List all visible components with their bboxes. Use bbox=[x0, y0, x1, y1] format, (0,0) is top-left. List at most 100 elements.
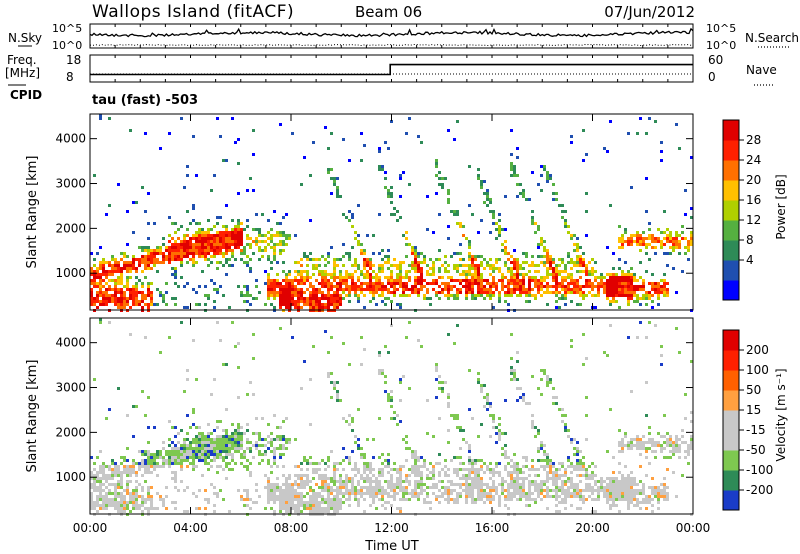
velocity-cell bbox=[198, 426, 201, 429]
power-cell bbox=[633, 288, 636, 291]
power-cell bbox=[381, 249, 384, 252]
power-cell bbox=[486, 288, 489, 291]
velocity-cell bbox=[354, 495, 357, 498]
velocity-cell bbox=[243, 432, 246, 435]
power-cell bbox=[189, 240, 192, 243]
power-cell bbox=[93, 297, 96, 300]
power-cell bbox=[642, 237, 645, 240]
velocity-cell bbox=[342, 486, 345, 489]
velocity-cell bbox=[492, 486, 495, 489]
power-cell bbox=[120, 306, 123, 309]
velocity-cell bbox=[345, 456, 348, 459]
velocity-cell bbox=[297, 483, 300, 486]
velocity-cell bbox=[144, 465, 147, 468]
velocity-cell bbox=[189, 426, 192, 429]
velocity-cell bbox=[300, 510, 303, 513]
velocity-cell bbox=[645, 381, 648, 384]
power-cell bbox=[231, 231, 234, 234]
power-cell bbox=[450, 288, 453, 291]
power-cell bbox=[363, 264, 366, 267]
velocity-cell bbox=[183, 441, 186, 444]
power-cell bbox=[144, 132, 147, 135]
power-cell bbox=[276, 294, 279, 297]
velocity-cell bbox=[660, 483, 663, 486]
power-colorbar-tick-label: 4 bbox=[746, 253, 754, 267]
velocity-cell bbox=[147, 486, 150, 489]
power-cell bbox=[213, 174, 216, 177]
power-cell bbox=[552, 261, 555, 264]
power-cell bbox=[309, 300, 312, 303]
velocity-colorbar-tick-label: 15 bbox=[746, 403, 761, 417]
power-cell bbox=[456, 288, 459, 291]
velocity-cell bbox=[204, 441, 207, 444]
velocity-cell bbox=[258, 435, 261, 438]
velocity-cell bbox=[99, 468, 102, 471]
power-cell bbox=[540, 189, 543, 192]
velocity-cell bbox=[348, 477, 351, 480]
power-cell bbox=[312, 285, 315, 288]
power-cell bbox=[159, 294, 162, 297]
power-cell bbox=[336, 192, 339, 195]
velocity-cell bbox=[387, 501, 390, 504]
velocity-cell bbox=[171, 501, 174, 504]
power-cell bbox=[174, 240, 177, 243]
velocity-cell bbox=[645, 495, 648, 498]
velocity-cell bbox=[447, 402, 450, 405]
velocity-cell bbox=[486, 393, 489, 396]
velocity-cell bbox=[138, 507, 141, 510]
velocity-cell bbox=[168, 438, 171, 441]
velocity-cell bbox=[114, 468, 117, 471]
power-cell bbox=[558, 204, 561, 207]
power-cell bbox=[264, 234, 267, 237]
velocity-cell bbox=[300, 480, 303, 483]
velocity-cell bbox=[291, 504, 294, 507]
power-cell bbox=[663, 285, 666, 288]
power-cell bbox=[633, 234, 636, 237]
power-cell bbox=[300, 258, 303, 261]
power-cell bbox=[402, 288, 405, 291]
velocity-cell bbox=[675, 327, 678, 330]
velocity-cell bbox=[114, 501, 117, 504]
power-cell bbox=[183, 234, 186, 237]
power-cell bbox=[654, 246, 657, 249]
power-cell bbox=[432, 270, 435, 273]
velocity-cell bbox=[144, 453, 147, 456]
velocity-cell bbox=[519, 498, 522, 501]
power-cell bbox=[351, 282, 354, 285]
velocity-cell bbox=[384, 507, 387, 510]
power-cell bbox=[666, 264, 669, 267]
power-cell bbox=[219, 237, 222, 240]
power-cell bbox=[249, 258, 252, 261]
velocity-cell bbox=[384, 375, 387, 378]
velocity-cell bbox=[336, 396, 339, 399]
power-cell bbox=[375, 276, 378, 279]
velocity-cell bbox=[207, 498, 210, 501]
velocity-cell bbox=[621, 492, 624, 495]
power-cell bbox=[150, 303, 153, 306]
power-cell bbox=[282, 288, 285, 291]
velocity-cell bbox=[582, 495, 585, 498]
power-cell bbox=[687, 249, 690, 252]
power-cell bbox=[558, 282, 561, 285]
power-cell bbox=[423, 285, 426, 288]
power-cell bbox=[186, 282, 189, 285]
velocity-cell bbox=[288, 495, 291, 498]
power-cell bbox=[201, 228, 204, 231]
velocity-cell bbox=[279, 456, 282, 459]
velocity-cell bbox=[225, 453, 228, 456]
velocity-cell bbox=[417, 483, 420, 486]
power-cell bbox=[453, 210, 456, 213]
velocity-cell bbox=[498, 504, 501, 507]
velocity-cell bbox=[273, 453, 276, 456]
power-cell bbox=[147, 222, 150, 225]
power-cell bbox=[375, 282, 378, 285]
power-cell bbox=[276, 261, 279, 264]
velocity-cell bbox=[222, 363, 225, 366]
power-cell bbox=[657, 237, 660, 240]
velocity-cell bbox=[153, 468, 156, 471]
power-cell bbox=[456, 297, 459, 300]
velocity-cell bbox=[555, 474, 558, 477]
velocity-cell bbox=[642, 492, 645, 495]
power-cell bbox=[609, 282, 612, 285]
power-cell bbox=[129, 288, 132, 291]
